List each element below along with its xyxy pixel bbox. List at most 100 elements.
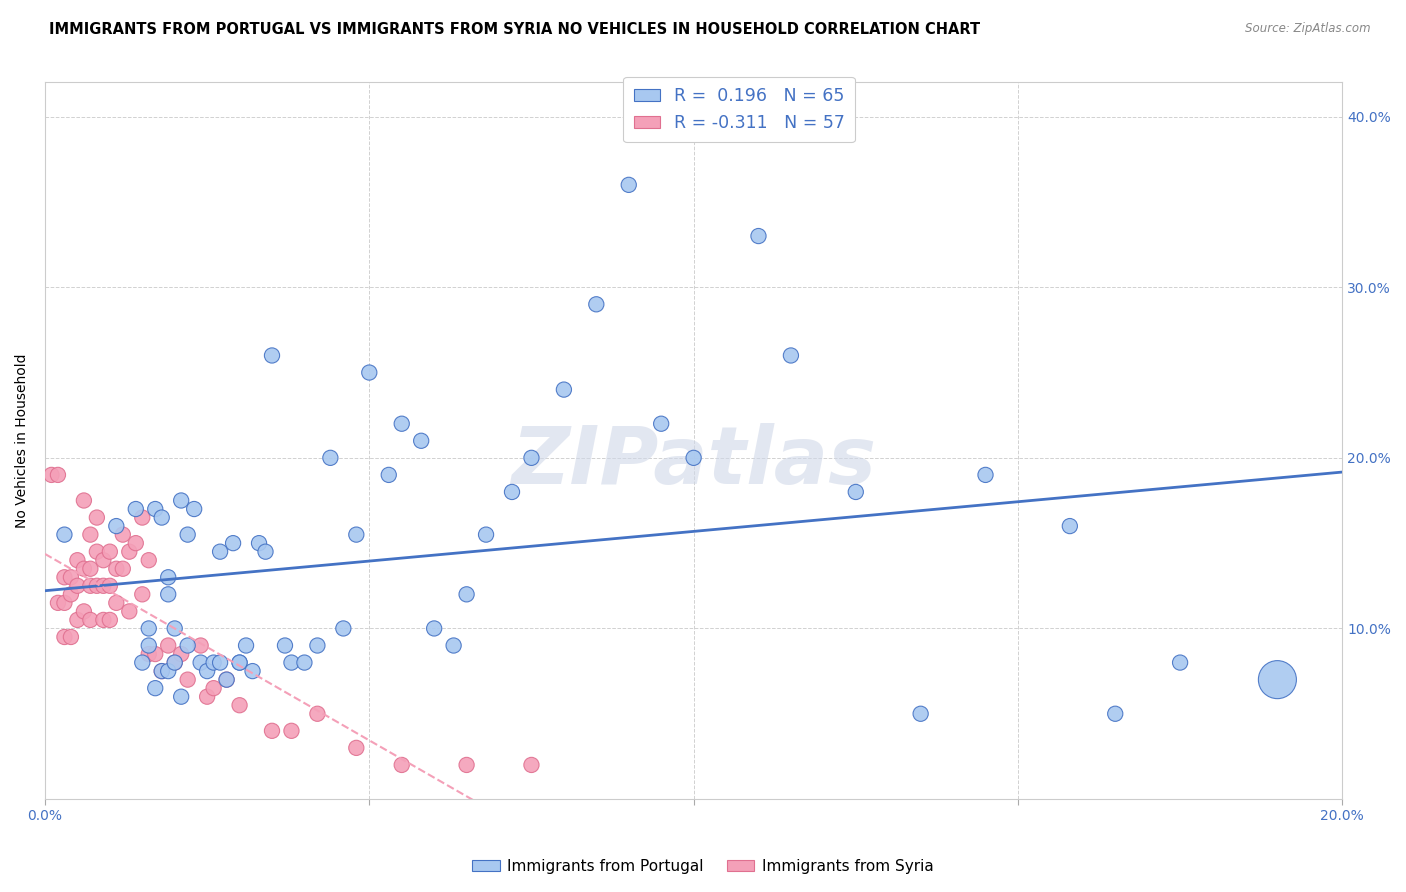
Point	[157, 639, 180, 653]
Point	[176, 639, 198, 653]
Point	[183, 502, 205, 516]
Point	[170, 690, 193, 704]
Point	[307, 639, 329, 653]
Point	[98, 613, 121, 627]
Y-axis label: No Vehicles in Household: No Vehicles in Household	[15, 353, 30, 528]
Text: IMMIGRANTS FROM PORTUGAL VS IMMIGRANTS FROM SYRIA NO VEHICLES IN HOUSEHOLD CORRE: IMMIGRANTS FROM PORTUGAL VS IMMIGRANTS F…	[49, 22, 980, 37]
Point	[553, 383, 575, 397]
Point	[93, 579, 115, 593]
Point	[391, 758, 413, 772]
Point	[202, 656, 225, 670]
Point	[411, 434, 433, 448]
Point	[242, 664, 264, 678]
Point	[274, 639, 297, 653]
Point	[520, 450, 543, 465]
Point	[228, 656, 250, 670]
Point	[73, 562, 96, 576]
Point	[332, 622, 354, 636]
Point	[46, 596, 69, 610]
Point	[423, 622, 446, 636]
Point	[344, 740, 367, 755]
Point	[66, 613, 89, 627]
Point	[66, 579, 89, 593]
Point	[176, 673, 198, 687]
Point	[143, 681, 166, 695]
Point	[176, 527, 198, 541]
Point	[98, 579, 121, 593]
Point	[443, 639, 465, 653]
Point	[105, 562, 128, 576]
Point	[59, 570, 82, 584]
Point	[170, 647, 193, 661]
Point	[53, 596, 76, 610]
Point	[195, 664, 218, 678]
Point	[150, 664, 173, 678]
Point	[79, 562, 101, 576]
Point	[157, 587, 180, 601]
Point	[215, 673, 238, 687]
Point	[125, 502, 148, 516]
Point	[86, 510, 108, 524]
Point	[131, 587, 153, 601]
Point	[520, 758, 543, 772]
Point	[118, 544, 141, 558]
Point	[86, 579, 108, 593]
Point	[747, 229, 769, 244]
Point	[682, 450, 704, 465]
Point	[617, 178, 640, 192]
Point	[228, 698, 250, 713]
Point	[131, 656, 153, 670]
Point	[391, 417, 413, 431]
Point	[780, 349, 803, 363]
Point	[650, 417, 672, 431]
Point	[138, 553, 160, 567]
Point	[456, 758, 478, 772]
Point	[501, 485, 523, 500]
Point	[319, 450, 342, 465]
Point	[143, 502, 166, 516]
Legend: R =  0.196   N = 65, R = -0.311   N = 57: R = 0.196 N = 65, R = -0.311 N = 57	[623, 77, 855, 143]
Point	[228, 656, 250, 670]
Point	[190, 639, 212, 653]
Point	[1059, 519, 1081, 533]
Point	[105, 519, 128, 533]
Point	[475, 527, 498, 541]
Point	[209, 656, 232, 670]
Legend: Immigrants from Portugal, Immigrants from Syria: Immigrants from Portugal, Immigrants fro…	[467, 853, 939, 880]
Point	[59, 587, 82, 601]
Point	[247, 536, 270, 550]
Point	[280, 723, 302, 738]
Point	[910, 706, 932, 721]
Point	[53, 570, 76, 584]
Point	[307, 706, 329, 721]
Point	[111, 562, 134, 576]
Point	[118, 604, 141, 618]
Point	[163, 622, 186, 636]
Point	[138, 647, 160, 661]
Point	[111, 527, 134, 541]
Point	[138, 622, 160, 636]
Point	[260, 723, 283, 738]
Point	[974, 467, 997, 482]
Point	[209, 544, 232, 558]
Point	[1267, 673, 1289, 687]
Point	[254, 544, 277, 558]
Point	[150, 510, 173, 524]
Point	[46, 467, 69, 482]
Point	[73, 493, 96, 508]
Point	[280, 656, 302, 670]
Point	[131, 510, 153, 524]
Point	[157, 664, 180, 678]
Point	[344, 527, 367, 541]
Point	[235, 639, 257, 653]
Point	[585, 297, 607, 311]
Point	[294, 656, 316, 670]
Point	[86, 544, 108, 558]
Point	[195, 690, 218, 704]
Point	[215, 673, 238, 687]
Point	[1168, 656, 1191, 670]
Point	[845, 485, 868, 500]
Point	[41, 467, 63, 482]
Point	[79, 527, 101, 541]
Text: Source: ZipAtlas.com: Source: ZipAtlas.com	[1246, 22, 1371, 36]
